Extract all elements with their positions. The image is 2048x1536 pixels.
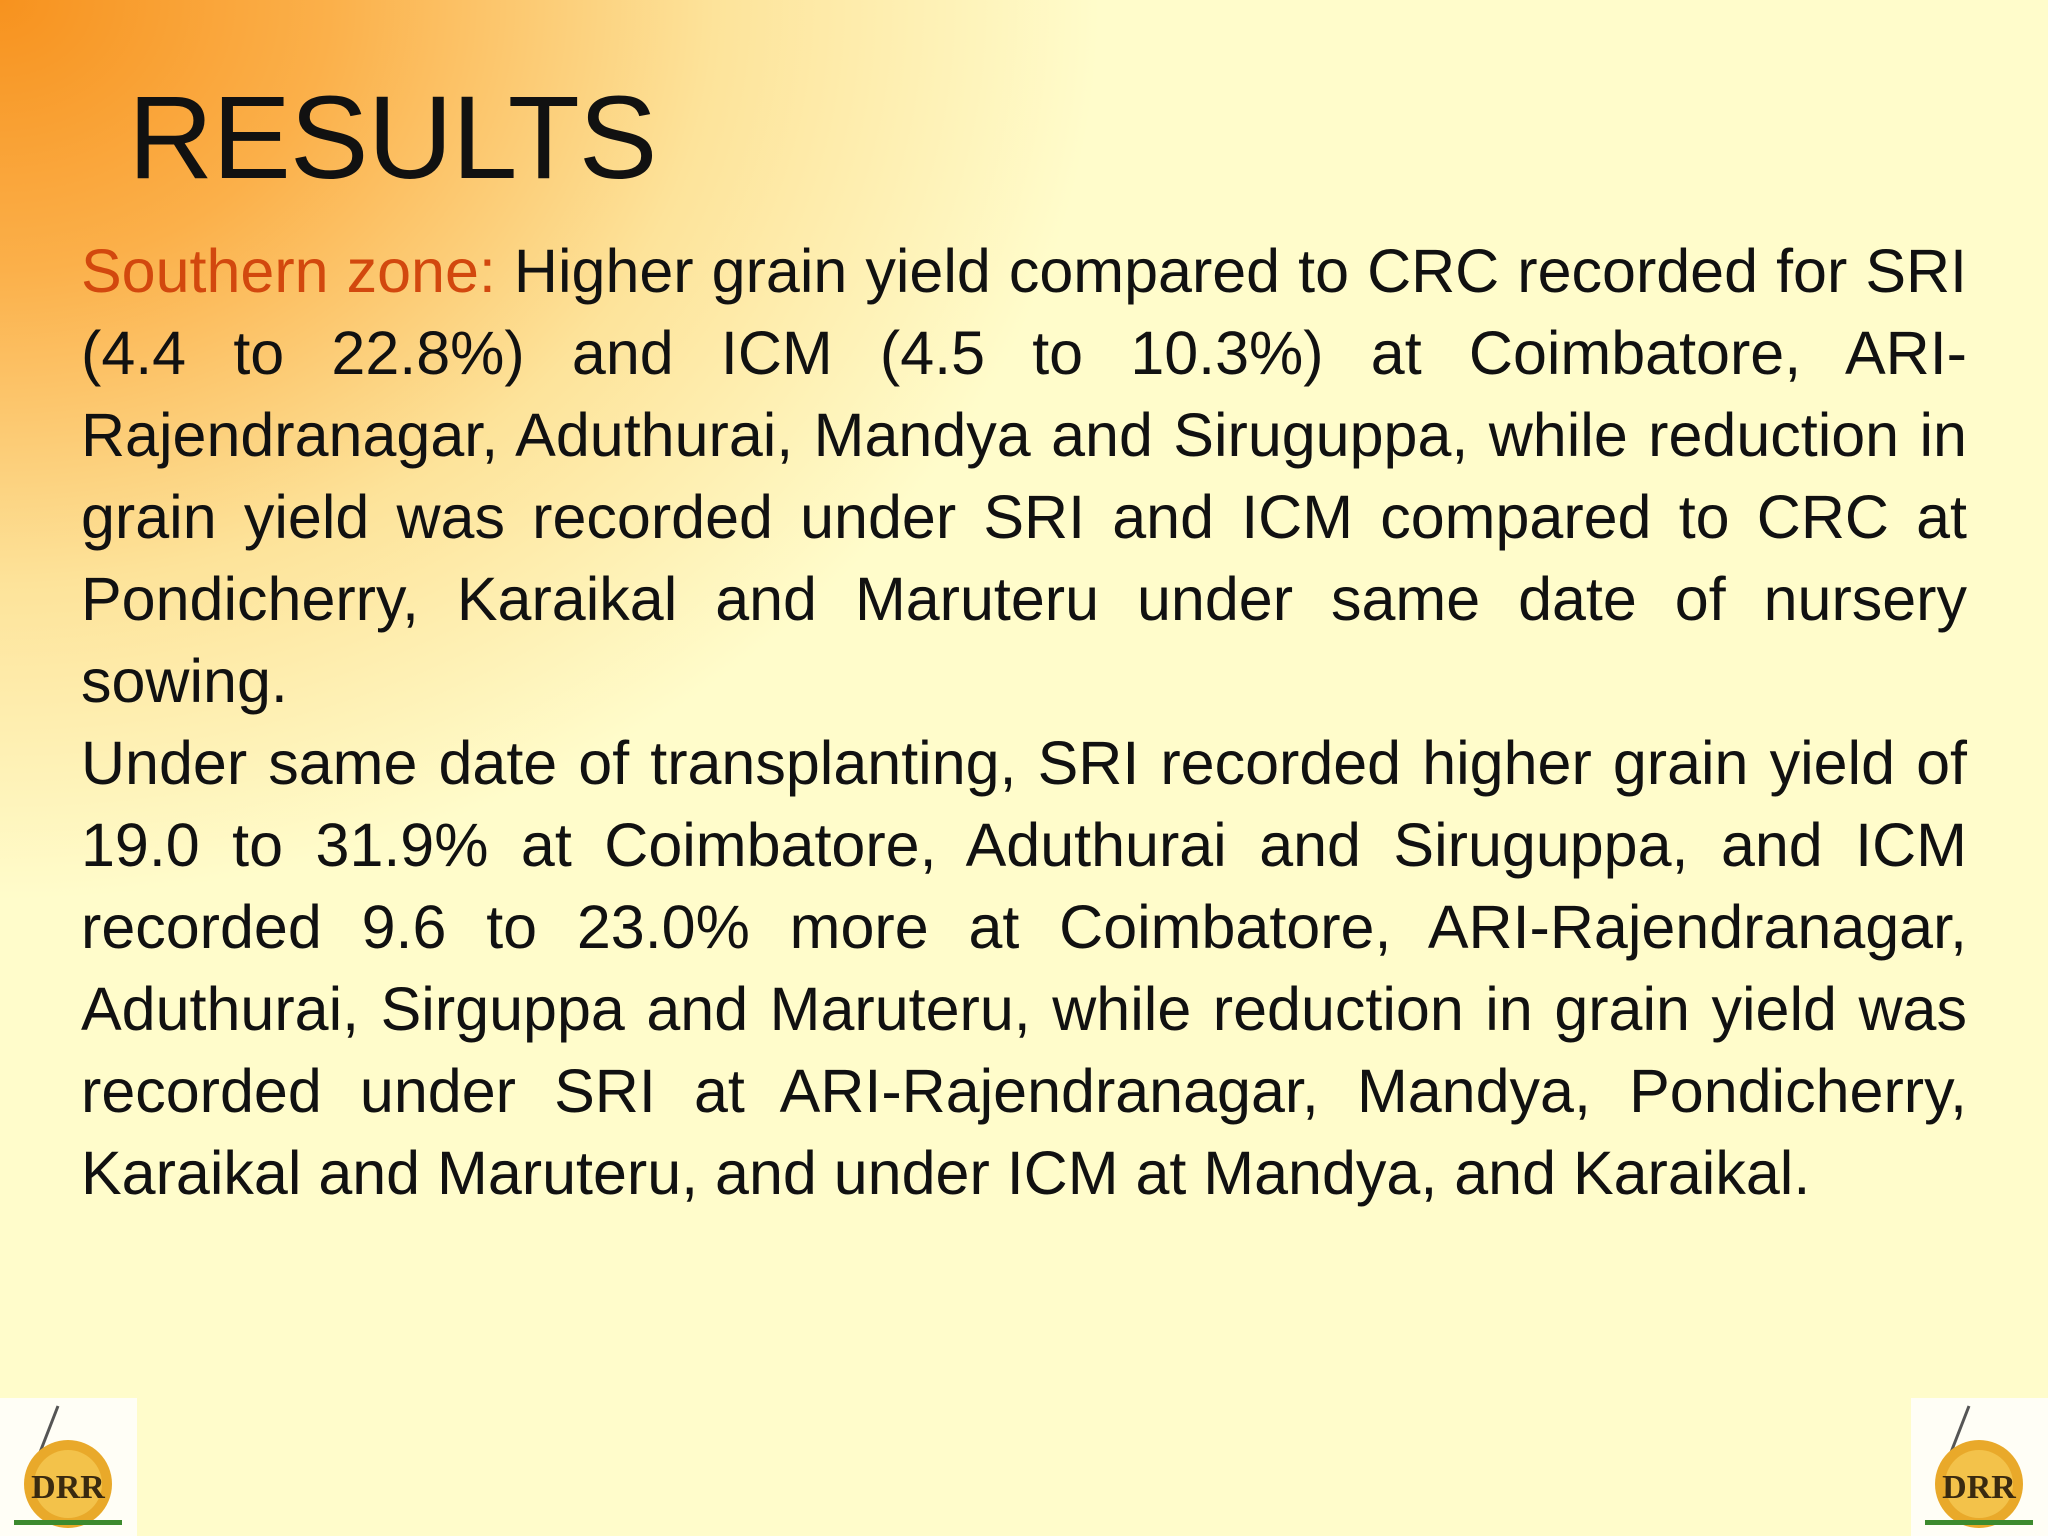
- logo-text: DRR: [31, 1469, 105, 1506]
- slide-title: RESULTS: [128, 72, 657, 204]
- logo-graphic: DRR: [14, 1405, 122, 1528]
- logo-text: DRR: [1942, 1469, 2016, 1506]
- slide-body: Southern zone: Higher grain yield compar…: [81, 230, 1967, 1214]
- logo: DRR: [1911, 1398, 2048, 1536]
- paragraph-label: Southern zone:: [81, 237, 496, 305]
- logo: DRR: [0, 1398, 137, 1536]
- paragraph: Under same date of transplanting, SRI re…: [81, 722, 1967, 1214]
- paragraph-text: Under same date of transplanting, SRI re…: [81, 729, 1967, 1207]
- paragraph: Southern zone: Higher grain yield compar…: [81, 230, 1967, 722]
- logo-graphic: DRR: [1925, 1405, 2033, 1528]
- paragraph-text: Higher grain yield compared to CRC recor…: [81, 237, 1968, 715]
